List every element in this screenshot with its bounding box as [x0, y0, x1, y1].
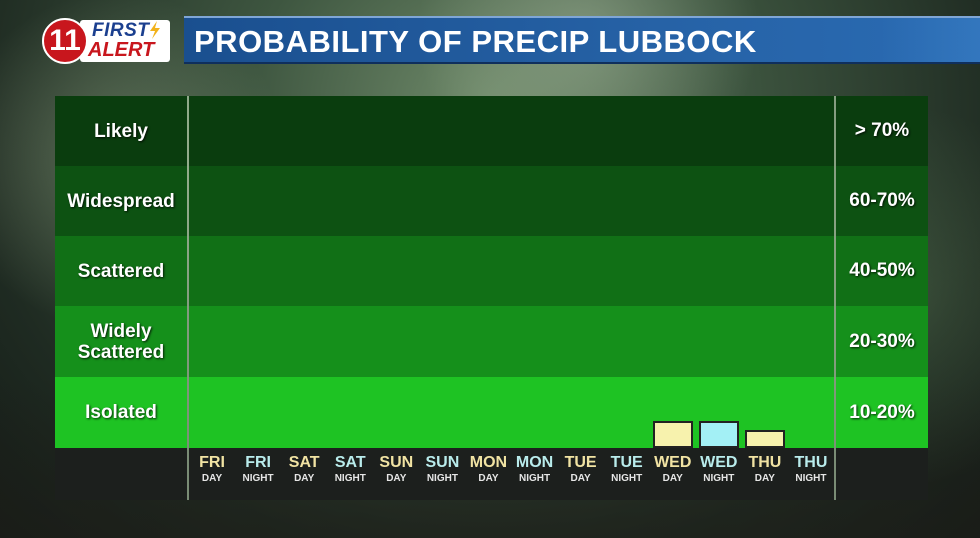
x-axis-band: [55, 448, 928, 500]
tick-day-label: WED: [700, 454, 738, 471]
tick-day-label: MON: [469, 454, 508, 471]
tick-sun-day: SUN DAY: [374, 454, 418, 486]
tick-period-label: NIGHT: [703, 473, 735, 484]
lightning-bolt-icon: [150, 21, 160, 39]
tick-sat-night: SAT NIGHT: [328, 454, 372, 486]
plot-band: [189, 166, 834, 236]
tick-period-label: DAY: [478, 473, 499, 484]
tick-tue-day: TUE DAY: [559, 454, 603, 486]
tick-thu-day: THU DAY: [743, 454, 787, 486]
tick-day-label: FRI: [245, 454, 271, 471]
range-label: > 70%: [836, 96, 928, 166]
tick-day-label: SUN: [425, 454, 460, 471]
row-likely: Likely > 70%: [55, 96, 928, 166]
category-label: Likely: [55, 96, 187, 166]
plot-band: [189, 96, 834, 166]
range-label: 60-70%: [836, 166, 928, 236]
page-title: PROBABILITY OF PRECIP LUBBOCK: [194, 24, 757, 59]
tick-period-label: NIGHT: [795, 473, 827, 484]
tick-mon-night: MON NIGHT: [513, 454, 557, 486]
row-isolated: Isolated 10-20%: [55, 377, 928, 448]
tick-period-label: NIGHT: [611, 473, 643, 484]
tick-thu-night: THU NIGHT: [789, 454, 833, 486]
tick-period-label: DAY: [386, 473, 407, 484]
first-alert-logo: 11 FIRST ALERT: [42, 18, 170, 64]
tick-day-label: THU: [794, 454, 828, 471]
tick-period-label: DAY: [294, 473, 315, 484]
tick-fri-night: FRI NIGHT: [236, 454, 280, 486]
row-widely-scattered: Widely Scattered 20-30%: [55, 306, 928, 377]
row-scattered: Scattered 40-50%: [55, 236, 928, 306]
bar-wed-night: [698, 421, 739, 448]
tick-day-label: SAT: [334, 454, 366, 471]
tick-period-label: NIGHT: [242, 473, 274, 484]
tick-day-label: SUN: [379, 454, 414, 471]
category-label: Widely Scattered: [55, 306, 187, 377]
title-bar-shade: [880, 18, 980, 62]
left-divider: [187, 96, 189, 500]
tick-mon-day: MON DAY: [466, 454, 510, 486]
title-bar: PROBABILITY OF PRECIP LUBBOCK: [184, 16, 980, 64]
tick-period-label: DAY: [754, 473, 775, 484]
tick-tue-night: TUE NIGHT: [605, 454, 649, 486]
logo-first-text: FIRST: [92, 20, 150, 41]
tick-period-label: NIGHT: [334, 473, 366, 484]
plot-band: [189, 236, 834, 306]
tick-day-label: MON: [515, 454, 554, 471]
tick-day-label: THU: [748, 454, 782, 471]
tick-day-label: SAT: [288, 454, 320, 471]
logo-alert-text: ALERT: [88, 39, 155, 61]
tick-day-label: TUE: [564, 454, 597, 471]
tick-period-label: NIGHT: [426, 473, 458, 484]
tick-period-label: DAY: [662, 473, 683, 484]
tick-wed-night: WED NIGHT: [697, 454, 741, 486]
category-label: Isolated: [55, 377, 187, 448]
category-label: Scattered: [55, 236, 187, 306]
plot-band: [189, 306, 834, 377]
tick-fri-day: FRI DAY: [190, 454, 234, 486]
tick-day-label: WED: [654, 454, 692, 471]
category-label: Widespread: [55, 166, 187, 236]
range-label: 10-20%: [836, 377, 928, 448]
bar-thu-day: [744, 430, 785, 448]
tick-sun-night: SUN NIGHT: [420, 454, 464, 486]
tick-wed-day: WED DAY: [651, 454, 695, 486]
tick-period-label: DAY: [570, 473, 591, 484]
tick-period-label: NIGHT: [518, 473, 551, 484]
precip-probability-chart: Likely > 70% Widespread 60-70% Scattered…: [55, 96, 928, 500]
row-widespread: Widespread 60-70%: [55, 166, 928, 236]
right-divider: [834, 96, 836, 500]
range-label: 20-30%: [836, 306, 928, 377]
logo-channel-number: 11: [42, 18, 88, 64]
tick-sat-day: SAT DAY: [282, 454, 326, 486]
tick-day-label: TUE: [610, 454, 643, 471]
bar-wed-day: [652, 421, 693, 448]
tick-period-label: DAY: [201, 473, 223, 484]
range-label: 40-50%: [836, 236, 928, 306]
tick-day-label: FRI: [199, 454, 225, 471]
